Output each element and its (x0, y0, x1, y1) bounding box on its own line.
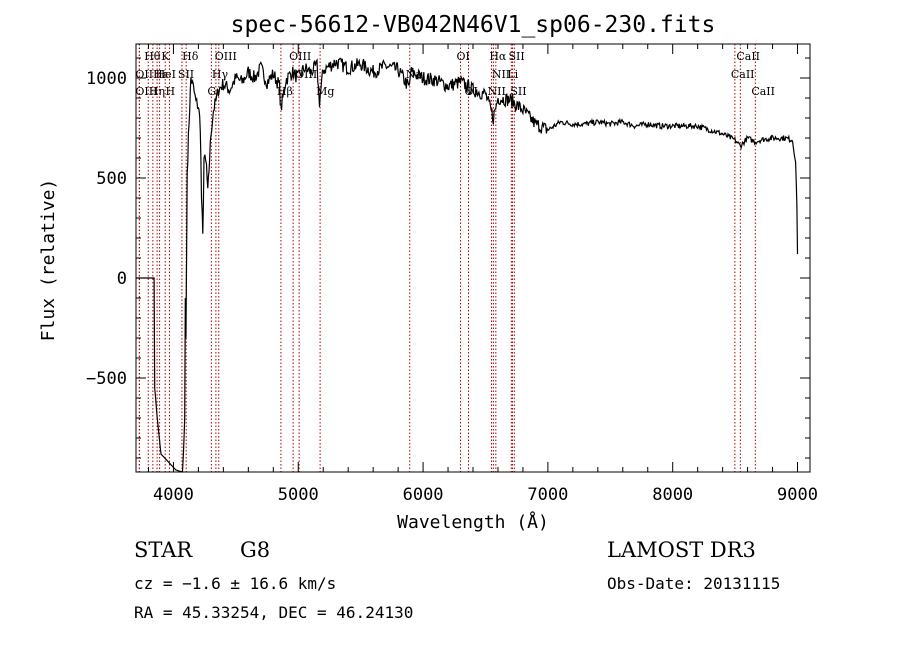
line-mark-label: SII (178, 68, 194, 81)
line-mark-label: OI (457, 50, 470, 63)
line-mark-label: Hδ (182, 50, 199, 63)
x-tick-label: 6000 (403, 485, 444, 505)
object-class: STAR (134, 538, 193, 562)
line-mark-label: OIII (135, 85, 157, 98)
ticks-layer: 4000 5000 6000 7000 8000 9000 −500 0 500 1000 (86, 44, 818, 505)
line-mark-label: Li (507, 68, 518, 81)
line-mark-label: K (161, 50, 170, 63)
y-tick-label: 1000 (86, 69, 127, 89)
x-axis-label: Wavelength (Å) (397, 511, 549, 533)
line-mark-label: Hβ (277, 85, 293, 98)
y-tick-label: −500 (86, 369, 127, 389)
line-mark-label: Hε (153, 68, 169, 81)
x-tick-label: 9000 (777, 485, 818, 505)
object-subclass: G8 (240, 538, 271, 562)
line-mark-label: CaII (751, 85, 775, 98)
series-layer (136, 57, 799, 473)
line-mark-label: Hη (149, 85, 165, 98)
line-mark-label: G (207, 85, 216, 98)
line-mark-label: Hγ (212, 68, 229, 81)
x-tick-label: 4000 (153, 485, 194, 505)
line-mark-label: Hθ (144, 50, 161, 63)
line-mark-label: OIII (215, 50, 237, 63)
observation-date: Obs-Date: 20131115 (607, 574, 781, 593)
line-mark-label: SII (508, 50, 524, 63)
redshift-velocity: cz = −1.6 ± 16.6 km/s (134, 574, 337, 593)
line-mark-label: HeI (156, 68, 176, 81)
line-marks-layer (138, 44, 756, 472)
line-mark-label: OIII (289, 50, 311, 63)
line-mark-label: Na (406, 68, 423, 81)
sky-coordinates: RA = 45.33254, DEC = 46.24130 (134, 603, 414, 622)
y-tick-label: 0 (117, 269, 127, 289)
line-mark-label: SII (510, 85, 526, 98)
line-mark-label: CaII (731, 68, 755, 81)
line-mark-label: Hα (489, 50, 507, 63)
line-mark-label: Mg (316, 85, 334, 98)
plot-frame (135, 43, 811, 473)
line-mark-label: CaII (736, 50, 760, 63)
y-tick-label: 500 (96, 169, 127, 189)
chart-title: spec-56612-VB042N46V1_sp06-230.fits (231, 12, 716, 38)
line-mark-label: NII (487, 85, 505, 98)
line-mark-label: OI (465, 85, 478, 98)
line-mark-label: OII (135, 68, 153, 81)
line-mark-label: OIII (295, 68, 317, 81)
spectrum-line (136, 57, 799, 473)
line-mark-label: H (165, 85, 175, 98)
line-mark-label: NII (492, 68, 510, 81)
survey-name: LAMOST DR3 (607, 538, 756, 562)
line-labels-layer: HθOIIOIIIHηHεHeIKHSIIHδGHγOIIIHβOIIIOIII… (135, 50, 775, 98)
x-tick-label: 7000 (527, 485, 568, 505)
x-tick-label: 5000 (278, 485, 319, 505)
x-tick-label: 8000 (652, 485, 693, 505)
y-axis-label: Flux (relative) (38, 179, 59, 342)
